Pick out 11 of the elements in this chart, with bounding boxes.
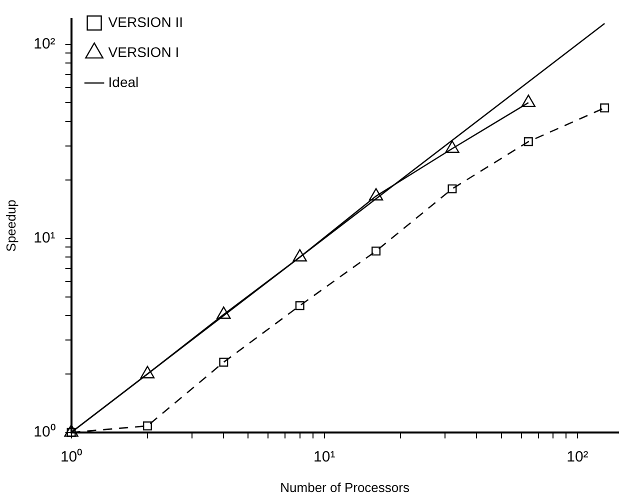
legend-label: VERSION II [108, 14, 183, 30]
y-tick-label: 10⁰ [34, 424, 56, 441]
legend-label: Ideal [108, 74, 139, 90]
y-tick-label: 10¹ [34, 229, 56, 246]
x-tick-label: 10⁰ [60, 448, 82, 466]
y-tick-label: 10² [34, 35, 56, 52]
x-tick-label: 10¹ [314, 448, 336, 466]
y-axis-title: Speedup [3, 200, 18, 252]
x-axis-title: Number of Processors [280, 480, 410, 495]
legend-label: VERSION I [108, 44, 180, 60]
x-tick-label: 10² [566, 448, 588, 466]
